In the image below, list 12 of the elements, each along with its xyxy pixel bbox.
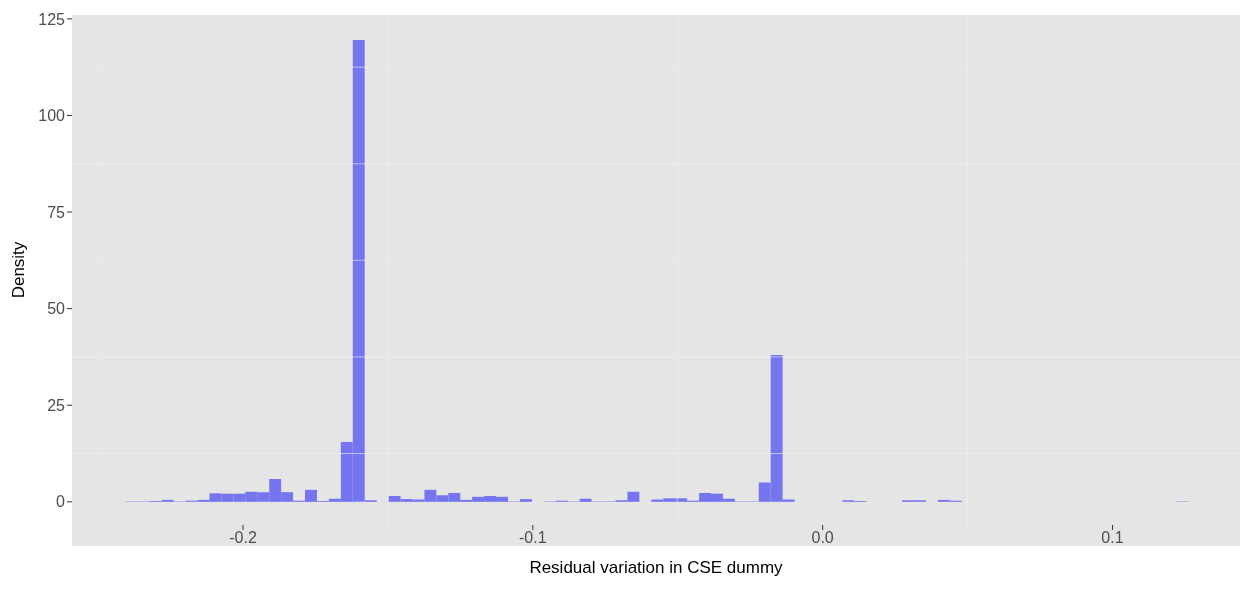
y-axis-title: Density: [9, 241, 29, 299]
x-tick-label: -0.1: [519, 529, 547, 547]
y-tick-label: 100: [38, 107, 66, 125]
y-tick-label: 75: [47, 203, 66, 221]
x-tick-label: 0.1: [1101, 529, 1124, 547]
x-axis-title: Residual variation in CSE dummy: [529, 558, 784, 577]
y-tick-label: 125: [38, 10, 66, 28]
y-tick-label: 50: [47, 300, 66, 318]
y-tick-label: 0: [56, 493, 66, 511]
x-tick-label: 0.0: [811, 529, 834, 547]
y-tick-label: 25: [47, 396, 66, 414]
x-tick-label: -0.2: [229, 529, 257, 547]
